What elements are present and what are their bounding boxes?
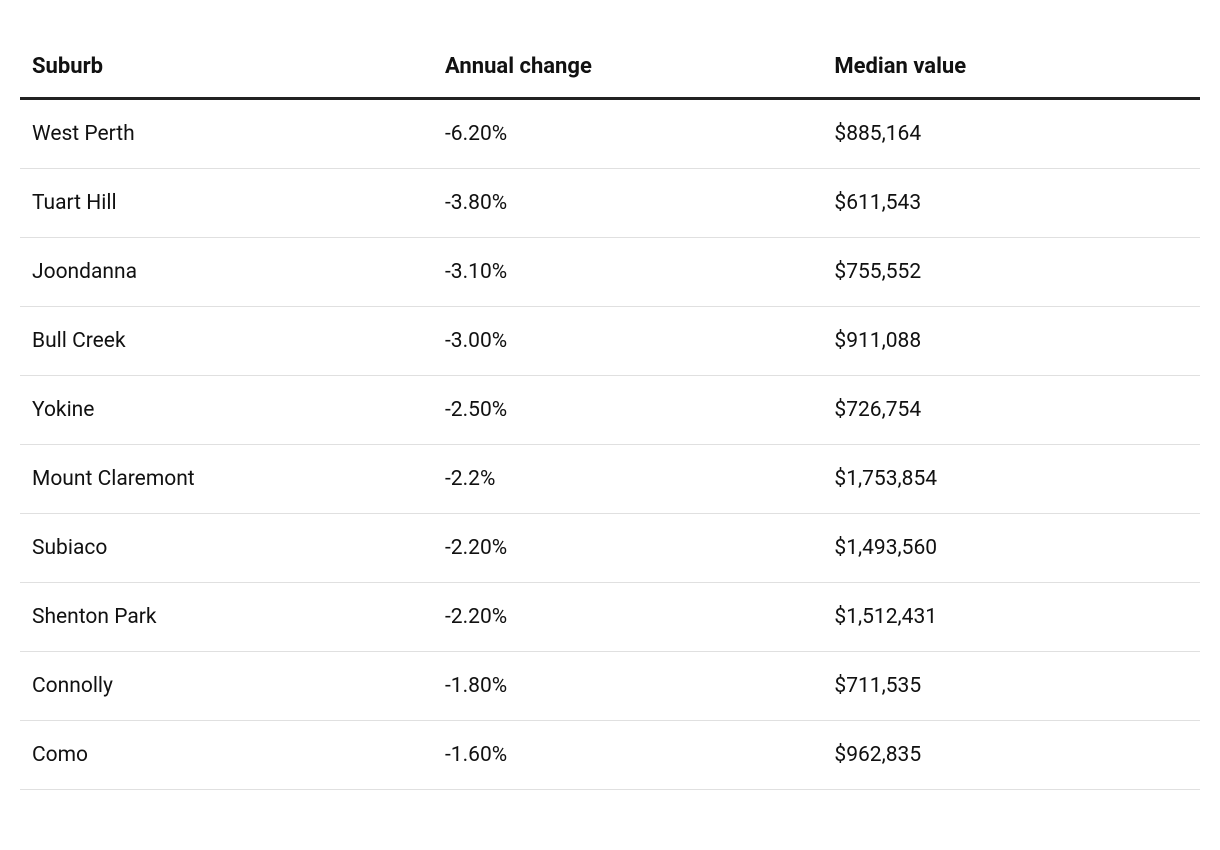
cell-suburb: West Perth [20, 99, 433, 169]
cell-annual-change: -2.20% [433, 583, 822, 652]
cell-suburb: Como [20, 721, 433, 790]
column-header-annual-change: Annual change [433, 40, 822, 99]
table-header: Suburb Annual change Median value [20, 40, 1200, 99]
cell-suburb: Mount Claremont [20, 445, 433, 514]
cell-median-value: $885,164 [822, 99, 1200, 169]
cell-median-value: $711,535 [822, 652, 1200, 721]
table-row: Joondanna -3.10% $755,552 [20, 238, 1200, 307]
table-row: Connolly -1.80% $711,535 [20, 652, 1200, 721]
cell-median-value: $1,493,560 [822, 514, 1200, 583]
table-row: Tuart Hill -3.80% $611,543 [20, 169, 1200, 238]
cell-suburb: Tuart Hill [20, 169, 433, 238]
cell-annual-change: -3.00% [433, 307, 822, 376]
table-row: Bull Creek -3.00% $911,088 [20, 307, 1200, 376]
table-row: Mount Claremont -2.2% $1,753,854 [20, 445, 1200, 514]
cell-suburb: Joondanna [20, 238, 433, 307]
cell-median-value: $1,753,854 [822, 445, 1200, 514]
cell-suburb: Connolly [20, 652, 433, 721]
column-header-suburb: Suburb [20, 40, 433, 99]
cell-annual-change: -2.20% [433, 514, 822, 583]
table-row: Shenton Park -2.20% $1,512,431 [20, 583, 1200, 652]
table-row: West Perth -6.20% $885,164 [20, 99, 1200, 169]
cell-suburb: Subiaco [20, 514, 433, 583]
table-body: West Perth -6.20% $885,164 Tuart Hill -3… [20, 99, 1200, 790]
cell-annual-change: -3.80% [433, 169, 822, 238]
cell-median-value: $755,552 [822, 238, 1200, 307]
cell-annual-change: -2.2% [433, 445, 822, 514]
cell-median-value: $726,754 [822, 376, 1200, 445]
cell-annual-change: -1.80% [433, 652, 822, 721]
cell-annual-change: -6.20% [433, 99, 822, 169]
cell-suburb: Bull Creek [20, 307, 433, 376]
cell-suburb: Yokine [20, 376, 433, 445]
table-row: Subiaco -2.20% $1,493,560 [20, 514, 1200, 583]
cell-annual-change: -1.60% [433, 721, 822, 790]
cell-median-value: $911,088 [822, 307, 1200, 376]
table-row: Yokine -2.50% $726,754 [20, 376, 1200, 445]
table-row: Como -1.60% $962,835 [20, 721, 1200, 790]
cell-median-value: $611,543 [822, 169, 1200, 238]
cell-annual-change: -2.50% [433, 376, 822, 445]
cell-suburb: Shenton Park [20, 583, 433, 652]
suburb-table: Suburb Annual change Median value West P… [20, 40, 1200, 790]
cell-median-value: $962,835 [822, 721, 1200, 790]
cell-median-value: $1,512,431 [822, 583, 1200, 652]
cell-annual-change: -3.10% [433, 238, 822, 307]
column-header-median-value: Median value [822, 40, 1200, 99]
